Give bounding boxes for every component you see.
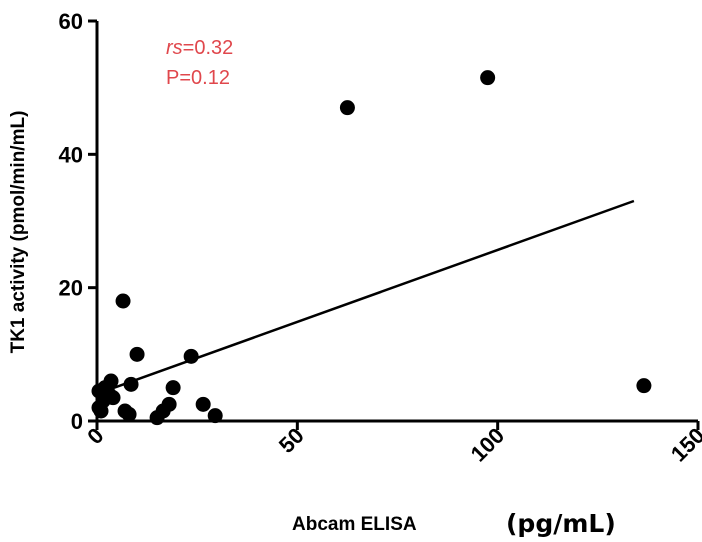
data-point — [207, 408, 223, 424]
data-point — [129, 346, 145, 362]
data-point — [115, 293, 131, 309]
data-point — [636, 378, 652, 394]
data-point — [165, 380, 181, 396]
data-point — [339, 100, 355, 116]
ticks: 0 20 40 60 0 50 100 150 — [59, 9, 702, 466]
regression-line-group — [104, 199, 635, 393]
x-axis-title: Abcam ELISA — [292, 514, 417, 535]
rs-annotation: rs=0.32 — [166, 37, 233, 59]
y-tick-label: 40 — [59, 142, 83, 167]
data-point — [183, 348, 199, 364]
rs-value: =0.32 — [183, 37, 234, 59]
p-value-annotation: P=0.12 — [166, 67, 230, 89]
axes — [95, 21, 698, 423]
data-point — [195, 396, 211, 412]
x-tick-label: 50 — [274, 423, 309, 458]
x-axis-unit: (pg/mL) — [506, 509, 616, 538]
data-point — [105, 390, 121, 406]
rs-label: rs — [166, 37, 183, 59]
x-tick-label: 0 — [82, 423, 108, 449]
y-tick-label: 60 — [59, 9, 83, 34]
data-point — [121, 406, 137, 422]
x-tick-label: 100 — [466, 423, 510, 467]
data-points — [91, 70, 652, 426]
data-point — [123, 376, 139, 392]
y-tick-label: 0 — [71, 409, 83, 434]
y-tick-label: 20 — [59, 276, 83, 301]
regression-line — [104, 199, 635, 393]
data-point — [103, 373, 119, 389]
data-point — [161, 396, 177, 412]
x-tick-label: 150 — [666, 423, 702, 467]
y-axis-title: TK1 activity (pmol/min/mL) — [8, 111, 29, 354]
data-point — [480, 70, 496, 86]
